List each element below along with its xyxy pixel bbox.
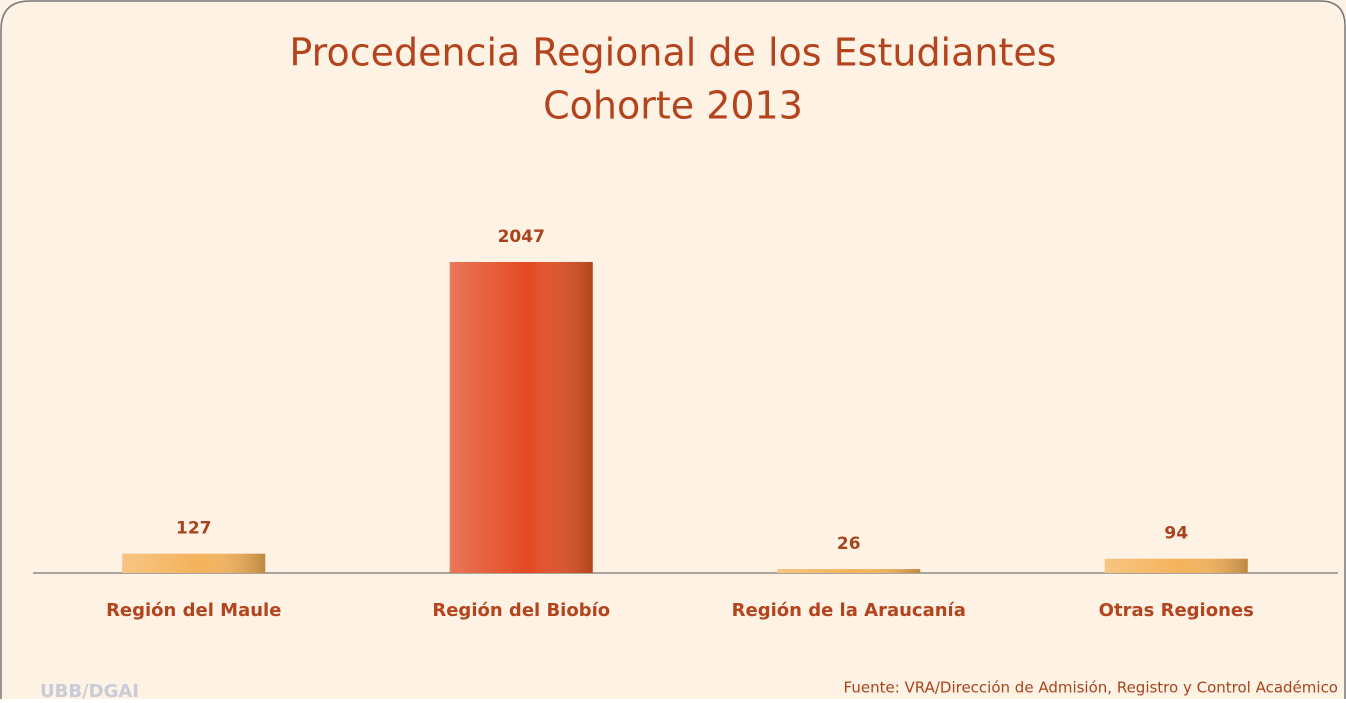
x-tick-label: Región del Biobío: [432, 600, 610, 621]
bar-shading: [122, 554, 265, 573]
bar-shading: [777, 569, 920, 573]
bar-shading: [450, 262, 593, 573]
chart: Procedencia Regional de los Estudiantes …: [0, 0, 1346, 699]
logo-text: UBB/DGAI: [40, 681, 139, 699]
chart-title: Procedencia Regional de los Estudiantes: [289, 31, 1056, 75]
x-tick-label: Región de la Araucanía: [732, 600, 966, 621]
bar-shading: [1105, 559, 1248, 573]
value-label: 26: [837, 534, 861, 554]
source-note: Fuente: VRA/Dirección de Admisión, Regis…: [844, 679, 1338, 697]
value-label: 2047: [498, 227, 545, 247]
chart-subtitle: Cohorte 2013: [543, 84, 803, 128]
x-tick-label: Región del Maule: [106, 600, 281, 621]
x-tick-label: Otras Regiones: [1099, 600, 1254, 621]
value-label: 94: [1164, 524, 1188, 544]
value-label: 127: [176, 519, 212, 539]
